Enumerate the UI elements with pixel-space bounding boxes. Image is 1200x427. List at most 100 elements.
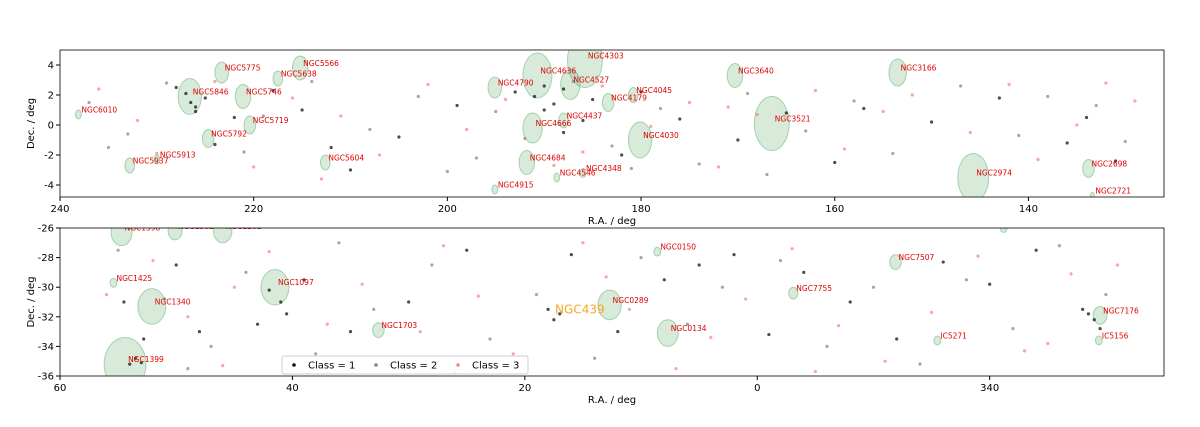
galaxy-label: NGC0289 [613, 296, 649, 305]
point [244, 270, 248, 274]
galaxy-label: NGC7314 [1007, 219, 1043, 228]
point [561, 130, 566, 135]
point [1069, 272, 1073, 276]
galaxy-label: NGC7176 [1103, 306, 1139, 315]
x-axis-label: R.A. / deg [588, 216, 636, 227]
point [997, 96, 1001, 100]
point [910, 93, 914, 97]
point [494, 109, 498, 114]
point [736, 138, 740, 142]
galaxy-ellipse [888, 58, 907, 87]
point [1022, 349, 1027, 353]
point [687, 100, 692, 105]
point [174, 263, 178, 267]
galaxy-label: NGC1398 [125, 223, 161, 232]
point [959, 84, 963, 88]
point [685, 322, 690, 326]
galaxy-label: NGC4790 [498, 79, 534, 88]
galaxy-label: NGC0134 [671, 324, 707, 333]
legend-box [281, 355, 529, 375]
galaxy-ellipse [214, 61, 230, 84]
point [833, 160, 837, 165]
point [732, 253, 736, 257]
galaxy-ellipse [212, 228, 233, 244]
point [561, 87, 566, 91]
point [627, 307, 632, 311]
legend-marker [456, 363, 460, 367]
point [162, 297, 167, 301]
point [372, 307, 376, 311]
x-axis-label: R.A. / deg [588, 395, 636, 406]
galaxy-ellipse [1092, 305, 1108, 325]
point [193, 105, 198, 109]
galaxy-label: NGC3521 [775, 115, 811, 124]
point [511, 352, 515, 356]
y-tick-label: -36 [38, 372, 54, 383]
point [193, 109, 198, 114]
galaxy-label: NGC4179 [611, 94, 647, 103]
galaxy-label: NGC1703 [381, 321, 417, 330]
point [252, 165, 256, 169]
point [377, 153, 382, 157]
galaxy-ellipse [566, 50, 603, 88]
galaxy-label: NGC1201 [226, 222, 262, 231]
axes-frame [59, 49, 1165, 198]
point [1081, 307, 1085, 311]
galaxy-ellipse [889, 254, 902, 270]
point [1057, 244, 1062, 248]
galaxy-label: NGC4666 [536, 119, 572, 128]
point [678, 117, 682, 121]
galaxy-ellipse [1082, 159, 1095, 178]
galaxy-ellipse [518, 150, 536, 175]
galaxy-ellipse [627, 87, 639, 103]
point [534, 293, 539, 297]
galaxy-ellipse [726, 63, 744, 88]
point [1075, 123, 1079, 127]
galaxy-label: NGC4045 [636, 86, 672, 95]
point [197, 330, 202, 334]
point [128, 362, 132, 366]
plot-area: NGC1398 NGC1302 NGC1201 NGC0150 NGC7314 NGC14… [103, 219, 1139, 376]
point [649, 124, 653, 129]
point [430, 263, 434, 267]
point [755, 112, 759, 117]
galaxy-ellipse [320, 154, 331, 171]
galaxy-label: NGC5846 [193, 88, 229, 97]
point [639, 90, 643, 94]
point [571, 79, 575, 84]
point [523, 136, 527, 141]
point [881, 109, 885, 114]
point [164, 81, 169, 85]
galaxy-label: NGC5792 [211, 130, 247, 139]
point [416, 94, 420, 99]
x-tick-label: 200 [438, 204, 457, 215]
galaxy-ellipse [579, 168, 587, 178]
y-tick-label: -32 [38, 312, 54, 323]
galaxy-label: NGC7507 [899, 253, 935, 262]
galaxy-label: NGC4437 [567, 112, 603, 121]
galaxy-ellipse [656, 319, 679, 347]
galaxy-ellipse [788, 286, 799, 300]
point [726, 105, 730, 109]
point [546, 307, 550, 311]
point [300, 108, 304, 112]
point [104, 293, 109, 297]
point [407, 300, 411, 304]
galaxy-label: NGC1425 [116, 274, 152, 283]
point [319, 177, 324, 181]
y-tick-label: -28 [38, 253, 54, 264]
point [600, 84, 604, 88]
point [221, 364, 225, 368]
x-tick-label: 60 [54, 383, 67, 394]
point [895, 337, 899, 341]
y-tick-label: -34 [38, 342, 54, 353]
point [255, 322, 260, 326]
point [122, 300, 126, 304]
point [232, 115, 236, 120]
y-tick-label: -30 [38, 283, 54, 294]
galaxy-label: NGC5775 [225, 64, 261, 73]
galaxy-ellipse [272, 70, 284, 87]
point [610, 144, 614, 148]
galaxy-ellipse [933, 335, 942, 346]
